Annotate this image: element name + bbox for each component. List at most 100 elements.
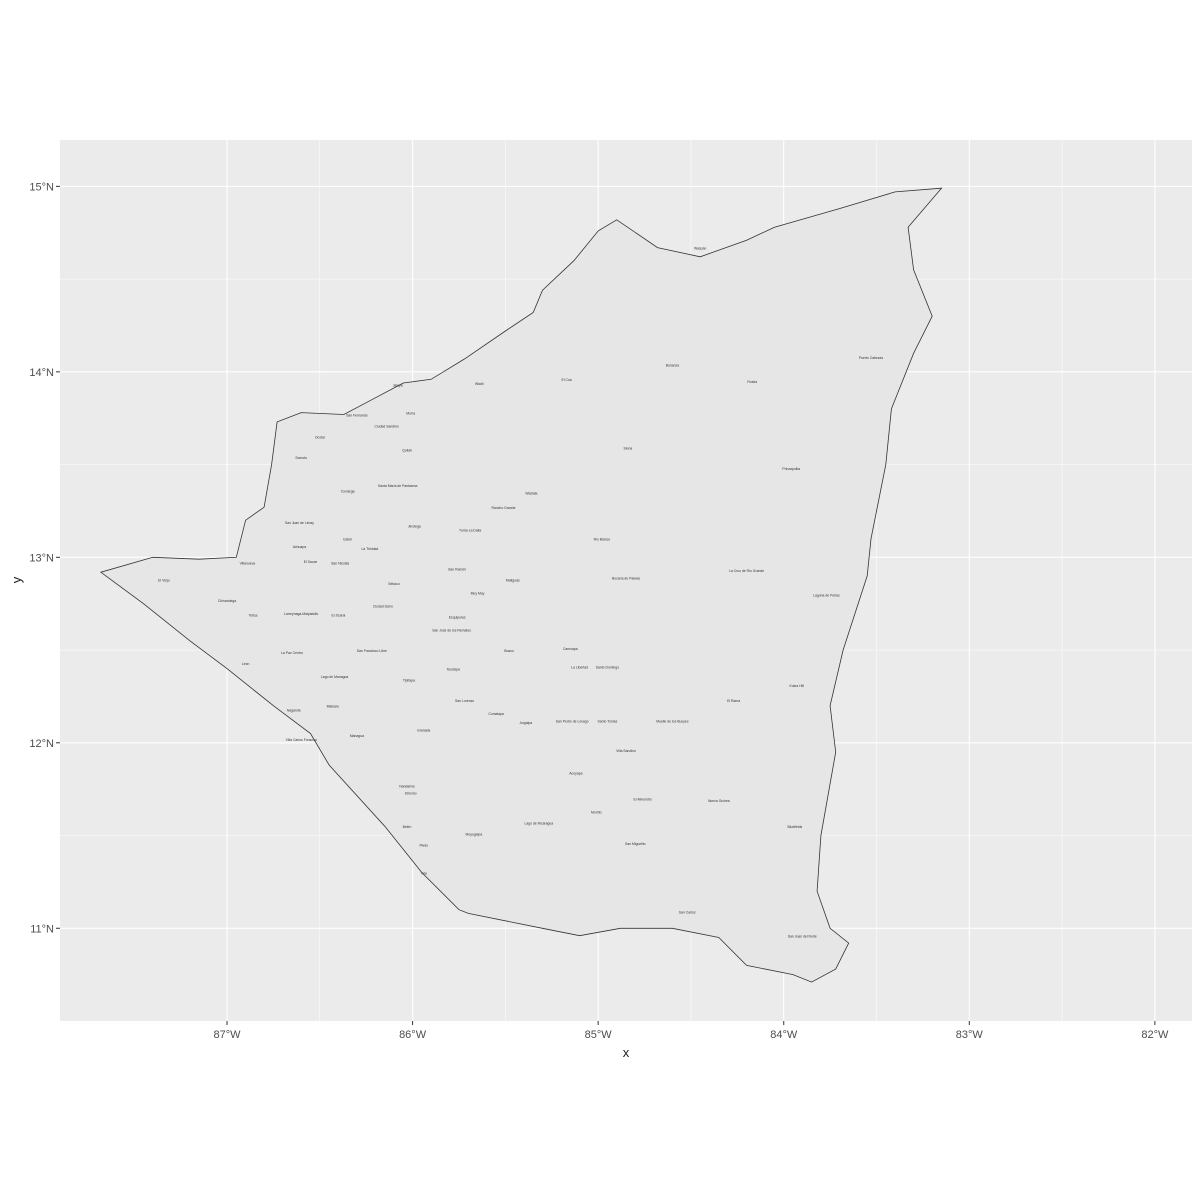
municipality-label: Moyogalpa [466, 833, 483, 837]
x-tick-label: 83°W [956, 1029, 984, 1041]
municipality-label: Comalapa [488, 712, 504, 716]
municipality-label: La Cruz de Río Grande [729, 569, 764, 573]
municipality-label: Managua [350, 734, 364, 738]
x-axis-ticks: 87°W 86°W 85°W 84°W 83°W 82°W [214, 1021, 1169, 1041]
municipality-label: San Fernando [346, 413, 368, 417]
municipality-label: Bocana de Paiwas [612, 577, 640, 581]
x-axis-title: x [623, 1045, 630, 1060]
municipality-label: San Carlos [679, 910, 696, 914]
y-tick-label: 11°N [30, 923, 54, 935]
municipality-label: Rancho Grande [492, 506, 516, 510]
municipality-label: La Paz Centro [281, 651, 303, 655]
municipality-label: Tola [421, 872, 427, 876]
municipality-label: La Libertad [571, 666, 588, 670]
municipality-label: El Almendro [634, 797, 652, 801]
municipality-label: Mateare [327, 705, 340, 709]
municipality-label: Santo Tomás [598, 719, 618, 723]
x-tick-label: 82°W [1141, 1029, 1169, 1041]
municipality-label: Murra [406, 412, 415, 416]
municipality-label: Achuapa [293, 545, 306, 549]
municipality-label: Nagarote [287, 708, 301, 712]
municipality-label: Matiguás [506, 578, 520, 582]
municipality-label: Kukra Hill [789, 684, 804, 688]
municipality-label: El Sauce [304, 560, 318, 564]
municipality-label: Diriomo [405, 792, 417, 796]
municipality-label: Morrito [591, 810, 602, 814]
municipality-label: Camoapa [563, 647, 578, 651]
municipality-label: Esquipulas [449, 616, 466, 620]
municipality-label: Prinzapolka [782, 467, 800, 471]
municipality-label: Belén [403, 825, 412, 829]
municipality-label: Wiwilí [475, 382, 484, 386]
municipality-label: Tuma-La Dalia [459, 528, 481, 532]
y-tick-label: 13°N [29, 552, 54, 564]
municipality-label: Boaco [504, 649, 514, 653]
municipality-label: Rivas [419, 844, 428, 848]
municipality-label: San Nicolás [331, 562, 349, 566]
municipality-label: Larreynaga-Malpaisillo [284, 612, 318, 616]
y-tick-label: 14°N [29, 367, 54, 379]
municipality-label: San Ramón [448, 567, 466, 571]
municipality-label: Ciudad Darío [373, 604, 393, 608]
x-tick-label: 85°W [585, 1029, 613, 1041]
municipality-label: Ocotal [315, 436, 325, 440]
municipality-label: Villa Carlos Fonseca [286, 738, 317, 742]
municipality-label: Lago de Managua [321, 675, 348, 679]
municipality-label: San Pedro de Lóvago [556, 719, 589, 723]
y-axis-title: y [9, 576, 24, 583]
municipality-label: Juigalpa [519, 721, 532, 725]
municipality-label: Puerto Cabezas [859, 356, 884, 360]
municipality-label: Sébaco [388, 582, 400, 586]
municipality-label: Waslala [525, 491, 537, 495]
municipality-label: Muy Muy [471, 591, 485, 595]
municipality-label: San José de los Remates [432, 629, 471, 633]
municipality-label: Rosita [747, 380, 757, 384]
municipality-label: Waspán [694, 246, 706, 250]
municipality-labels: Waspán Puerto Cabezas Bonanza Rosita Wiwilí E… [158, 246, 883, 938]
municipality-label: La Trinidad [362, 547, 379, 551]
municipality-label: Jinotega [408, 525, 421, 529]
municipality-label: Santo Domingo [596, 666, 619, 670]
municipality-label: El Viejo [158, 578, 170, 582]
municipality-label: San Miguelito [625, 842, 646, 846]
country-outline [99, 187, 943, 983]
municipality-label: Bluefields [788, 825, 803, 829]
municipality-label: Teustepe [447, 668, 461, 672]
municipality-label: Villanueva [240, 562, 256, 566]
map-layer: Waspán Puerto Cabezas Bonanza Rosita Wiwilí E… [99, 187, 943, 983]
municipality-label: Ciudad Sandino [375, 425, 399, 429]
y-tick-label: 15°N [29, 181, 54, 193]
municipality-label: San Juan del Norte [788, 935, 817, 939]
municipality-label: Tipitapa [403, 679, 415, 683]
y-tick-label: 12°N [29, 738, 54, 750]
municipality-label: Quilalí [402, 449, 412, 453]
municipality-label: Somoto [295, 456, 307, 460]
municipality-label: Nueva Guinea [708, 799, 730, 803]
municipality-label: Río Blanco [594, 538, 611, 542]
x-tick-label: 87°W [214, 1029, 242, 1041]
municipality-label: Siuna [624, 447, 633, 451]
municipality-label: Granada [417, 729, 430, 733]
municipality-label: Lago de Nicaragua [524, 821, 553, 825]
municipality-label: Muelle de los Bueyes [656, 719, 689, 723]
municipality-label: El Rama [727, 699, 740, 703]
municipality-label: Acoyapa [569, 771, 582, 775]
municipality-label: Santa María de Pantasma [378, 484, 418, 488]
municipality-label: Villa Sandino [616, 749, 636, 753]
x-tick-label: 86°W [399, 1029, 427, 1041]
municipality-label: Condega [341, 489, 355, 493]
x-tick-label: 84°W [770, 1029, 798, 1041]
municipality-label: San Juan de Limay [285, 521, 314, 525]
municipality-label: León [242, 662, 250, 666]
municipality-label: Telica [249, 614, 258, 618]
municipality-label: Jalapa [393, 384, 403, 388]
municipality-label: Bonanza [666, 363, 679, 367]
municipality-label: Nandaime [399, 784, 415, 788]
y-axis-ticks: 11°N 12°N 13°N 14°N 15°N [29, 181, 60, 935]
municipality-label: Chinandega [218, 599, 236, 603]
municipality-label: Laguna de Perlas [813, 593, 840, 597]
municipality-label: Estelí [343, 538, 352, 542]
municipality-label: El Cuá [562, 378, 572, 382]
municipality-label: El Jicaral [332, 614, 346, 618]
